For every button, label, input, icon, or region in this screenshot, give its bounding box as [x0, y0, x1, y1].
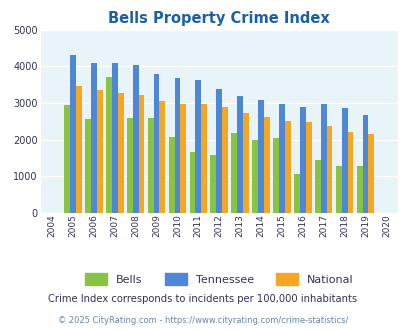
Bar — [180, 104, 186, 213]
Bar — [76, 86, 81, 213]
Bar — [216, 89, 222, 213]
Bar — [341, 108, 347, 213]
Text: © 2025 CityRating.com - https://www.cityrating.com/crime-statistics/: © 2025 CityRating.com - https://www.city… — [58, 316, 347, 325]
Bar — [367, 134, 373, 213]
Bar — [356, 166, 362, 213]
Bar — [147, 117, 153, 213]
Bar — [111, 63, 117, 213]
Bar — [70, 55, 76, 213]
Bar — [237, 96, 243, 213]
Bar — [243, 113, 248, 213]
Bar — [159, 101, 165, 213]
Bar — [252, 140, 258, 213]
Bar — [168, 137, 174, 213]
Bar — [174, 78, 180, 213]
Bar — [127, 117, 132, 213]
Bar — [314, 160, 320, 213]
Bar — [284, 121, 290, 213]
Bar — [64, 105, 70, 213]
Bar — [258, 100, 263, 213]
Bar — [132, 65, 138, 213]
Bar — [278, 104, 284, 213]
Bar — [362, 115, 367, 213]
Bar — [138, 94, 144, 213]
Text: Crime Index corresponds to incidents per 100,000 inhabitants: Crime Index corresponds to incidents per… — [48, 294, 357, 304]
Bar — [210, 155, 216, 213]
Bar — [96, 90, 102, 213]
Bar — [326, 126, 332, 213]
Bar — [117, 93, 123, 213]
Title: Bells Property Crime Index: Bells Property Crime Index — [108, 11, 329, 26]
Bar — [299, 107, 305, 213]
Bar — [305, 122, 311, 213]
Bar — [201, 104, 207, 213]
Bar — [85, 119, 91, 213]
Bar — [273, 139, 278, 213]
Bar — [347, 132, 352, 213]
Bar — [106, 77, 111, 213]
Bar — [263, 117, 269, 213]
Bar — [320, 104, 326, 213]
Bar — [195, 80, 201, 213]
Bar — [222, 107, 228, 213]
Bar — [293, 174, 299, 213]
Bar — [335, 166, 341, 213]
Bar — [189, 152, 195, 213]
Bar — [231, 133, 237, 213]
Bar — [153, 74, 159, 213]
Bar — [91, 63, 96, 213]
Legend: Bells, Tennessee, National: Bells, Tennessee, National — [85, 273, 353, 285]
